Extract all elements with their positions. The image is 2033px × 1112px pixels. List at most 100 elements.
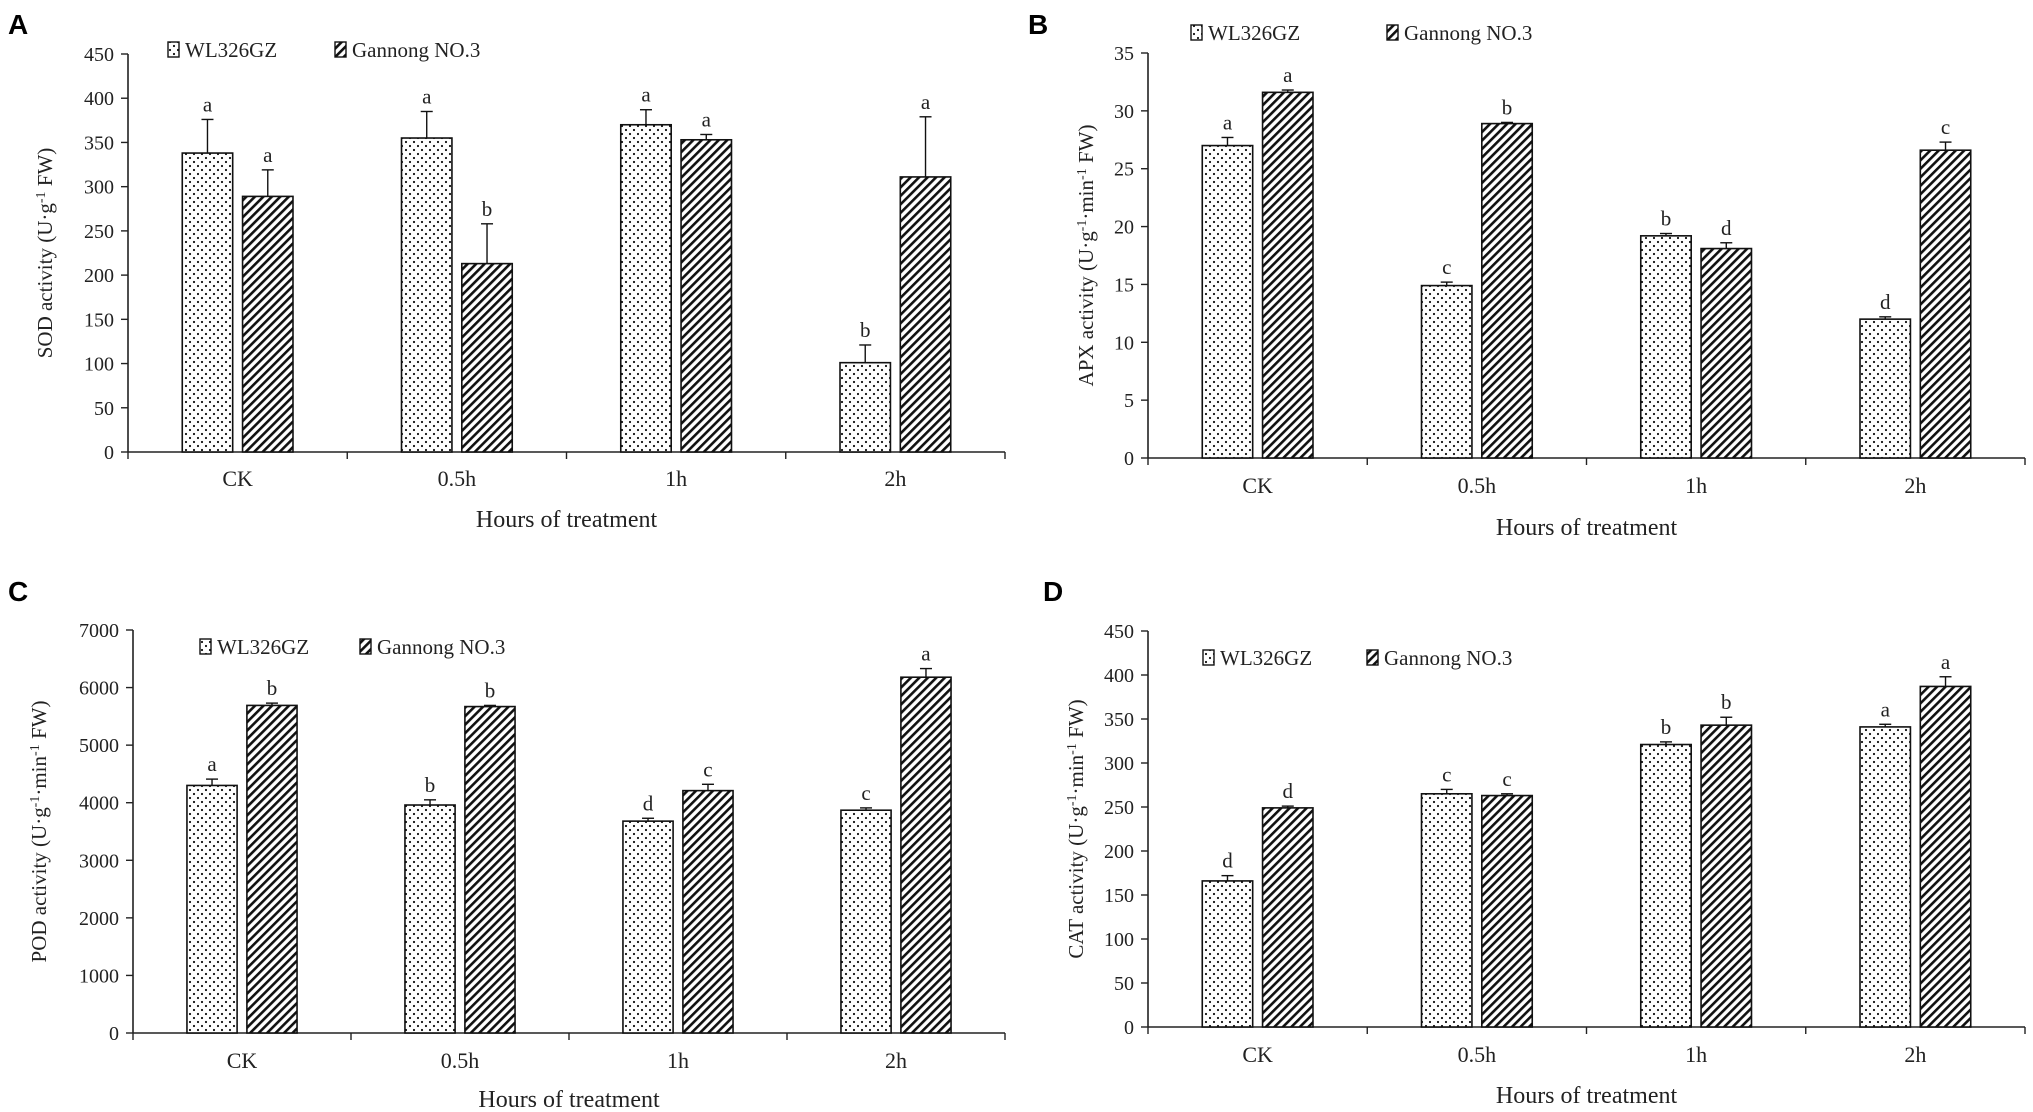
legend-swatch [1366,649,1379,666]
y-tick-label: 6000 [79,678,119,700]
y-tick-label: 200 [1104,841,1134,863]
panel-label: A [8,9,28,40]
bar-wl326gz-2h [1859,318,1912,459]
y-tick-label: 400 [1104,665,1134,687]
significance-letter: b [425,773,436,797]
x-tick-label: 0.5h [1458,473,1497,498]
significance-letter: d [1283,779,1294,803]
significance-letter: b [267,676,278,700]
x-tick-label: 0.5h [1458,1042,1497,1067]
bar-wl326gz-05h [404,804,456,1034]
y-tick-label: 250 [84,221,114,243]
significance-letter: a [1223,110,1233,134]
bar-wl326gz-ck [1201,144,1254,459]
bar-gannong-ck [1261,91,1314,459]
y-tick-label: 4000 [79,793,119,815]
significance-letter: c [703,757,712,781]
x-tick-label: 1h [1685,473,1707,498]
bar-gannong-1h [680,138,733,453]
panel-label: D [1043,576,1063,607]
legend-label: WL326GZ [1220,646,1312,670]
y-tick-label: 400 [84,88,114,110]
panel-label: B [1028,9,1048,40]
y-tick-label: 35 [1114,43,1134,65]
x-tick-label: 2h [884,466,906,491]
significance-letter: b [1721,690,1732,714]
x-tick-label: CK [1242,473,1273,498]
legend-swatch [167,41,180,58]
x-tick-label: CK [222,466,253,491]
significance-letter: b [1502,95,1513,119]
bar-gannong-05h [1481,122,1534,459]
y-tick-label: 350 [84,132,114,154]
y-tick-label: 20 [1114,217,1134,239]
significance-letter: a [422,84,432,108]
significance-letter: c [1502,767,1511,791]
x-tick-label: 2h [885,1048,907,1073]
significance-letter: d [1880,290,1891,314]
bar-wl326gz-ck [186,784,238,1034]
y-tick-label: 0 [1124,448,1134,470]
y-axis-title: POD activity (U·g-1·min-1 FW) [27,701,51,963]
bar-gannong-2h [900,676,952,1034]
y-tick-label: 450 [1104,621,1134,643]
y-tick-label: 10 [1114,332,1134,354]
y-axis-title: CAT activity (U·g-1·min-1 FW) [1064,699,1088,958]
y-tick-label: 150 [1104,885,1134,907]
significance-letter: a [921,642,931,666]
y-tick-label: 50 [94,398,114,420]
bar-wl326gz-ck [1201,880,1254,1028]
y-tick-label: 15 [1114,274,1134,296]
bar-wl326gz-05h [400,137,453,453]
x-tick-label: 2h [1904,1042,1926,1067]
bar-gannong-1h [682,789,734,1034]
chart-panel-A: A 0 50 100 150 200 250 300 350 400 450 CK a a 0.5h a b 1h… [8,9,1006,533]
significance-letter: b [1661,207,1672,231]
y-tick-label: 2000 [79,908,119,930]
x-tick-label: CK [1242,1042,1273,1067]
bar-wl326gz-ck [181,152,234,453]
bar-wl326gz-2h [839,361,892,453]
legend-swatch [1386,24,1399,41]
bar-gannong-2h [899,176,952,453]
y-tick-label: 300 [84,177,114,199]
y-tick-label: 25 [1114,159,1134,181]
bar-wl326gz-1h [622,820,674,1034]
bar-gannong-05h [461,262,514,453]
bar-gannong-ck [1261,807,1314,1028]
y-tick-label: 5 [1124,390,1134,412]
bar-gannong-05h [1481,794,1534,1028]
bar-gannong-2h [1919,149,1972,459]
significance-letter: a [1283,63,1293,87]
bar-gannong-1h [1700,247,1753,459]
y-tick-label: 0 [104,442,114,464]
legend-label: WL326GZ [217,635,309,659]
x-tick-label: 0.5h [441,1048,480,1073]
legend-label: WL326GZ [1208,21,1300,45]
y-tick-label: 50 [1114,973,1134,995]
legend-label: Gannong NO.3 [1404,21,1532,45]
significance-letter: b [860,318,871,342]
y-tick-label: 3000 [79,850,119,872]
legend-label: Gannong NO.3 [352,38,480,62]
y-tick-label: 250 [1104,797,1134,819]
y-tick-label: 30 [1114,101,1134,123]
y-tick-label: 5000 [79,735,119,757]
legend-swatch [359,638,372,655]
y-axis-title: SOD activity (U·g-1 FW) [33,148,57,359]
significance-letter: a [263,143,273,167]
y-tick-label: 0 [1124,1017,1134,1039]
significance-letter: a [641,83,651,107]
legend-swatch [199,638,212,655]
significance-letter: a [207,752,217,776]
significance-letter: a [1941,650,1951,674]
y-tick-label: 350 [1104,709,1134,731]
significance-letter: c [1442,762,1451,786]
significance-letter: c [1442,255,1451,279]
y-tick-label: 450 [84,44,114,66]
x-tick-label: 1h [1685,1042,1707,1067]
bar-gannong-ck [241,195,294,453]
significance-letter: a [921,90,931,114]
chart-panel-D: D 0 50 100 150 200 250 300 350 400 450 CK d d 0.5h c c 1h… [1043,576,2026,1109]
bar-wl326gz-05h [1420,284,1473,459]
